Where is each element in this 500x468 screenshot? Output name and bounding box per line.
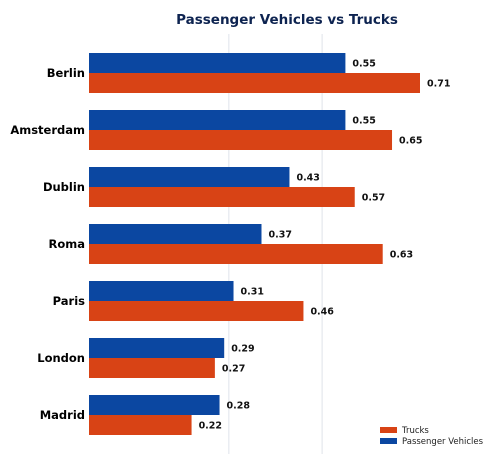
category-label-amsterdam: Amsterdam: [10, 123, 85, 137]
bar-passenger-vehicles-dublin: [89, 167, 290, 187]
chart-title: Passenger Vehicles vs Trucks: [176, 12, 398, 28]
legend-label-trucks: Trucks: [401, 426, 429, 436]
value-label-trucks-dublin: 0.57: [362, 193, 385, 204]
legend-swatch-trucks: [380, 427, 397, 433]
bar-passenger-vehicles-amsterdam: [89, 110, 346, 130]
value-label-trucks-amsterdam: 0.65: [399, 136, 422, 147]
bar-trucks-madrid: [89, 415, 192, 435]
bar-trucks-paris: [89, 301, 304, 321]
value-label-trucks-london: 0.27: [222, 364, 245, 375]
bar-trucks-london: [89, 358, 215, 378]
category-label-madrid: Madrid: [40, 408, 85, 422]
category-label-paris: Paris: [53, 294, 85, 308]
value-label-passenger-vehicles-berlin: 0.55: [352, 59, 375, 70]
category-label-roma: Roma: [49, 237, 86, 251]
legend-swatch-passenger-vehicles: [380, 438, 397, 444]
value-label-trucks-paris: 0.46: [310, 307, 334, 318]
category-label-dublin: Dublin: [43, 180, 85, 194]
value-label-passenger-vehicles-dublin: 0.43: [296, 173, 319, 184]
value-label-passenger-vehicles-madrid: 0.28: [227, 401, 251, 412]
bar-trucks-berlin: [89, 73, 420, 93]
category-label-berlin: Berlin: [47, 66, 85, 80]
value-label-trucks-madrid: 0.22: [199, 421, 222, 432]
category-label-london: London: [37, 351, 85, 365]
value-label-trucks-roma: 0.63: [390, 250, 413, 261]
bar-passenger-vehicles-roma: [89, 224, 262, 244]
bars: [89, 53, 420, 435]
value-label-trucks-berlin: 0.71: [427, 79, 450, 90]
bar-trucks-roma: [89, 244, 383, 264]
category-labels: Berlin Amsterdam Dublin Roma Paris London Madr…: [10, 66, 85, 422]
value-labels: 0.55 0.71 0.55 0.65 0.43 0.57 0.37 0.63 0.31 0.46…: [199, 59, 451, 432]
bar-passenger-vehicles-paris: [89, 281, 234, 301]
value-label-passenger-vehicles-roma: 0.37: [268, 230, 291, 241]
bar-passenger-vehicles-madrid: [89, 395, 220, 415]
value-label-passenger-vehicles-paris: 0.31: [241, 287, 264, 298]
bar-passenger-vehicles-berlin: [89, 53, 346, 73]
bar-trucks-amsterdam: [89, 130, 393, 150]
value-label-passenger-vehicles-amsterdam: 0.55: [352, 116, 375, 127]
legend-label-passenger-vehicles: Passenger Vehicles: [402, 437, 484, 447]
value-label-passenger-vehicles-london: 0.29: [231, 344, 254, 355]
bar-passenger-vehicles-london: [89, 338, 225, 358]
bar-trucks-dublin: [89, 187, 355, 207]
